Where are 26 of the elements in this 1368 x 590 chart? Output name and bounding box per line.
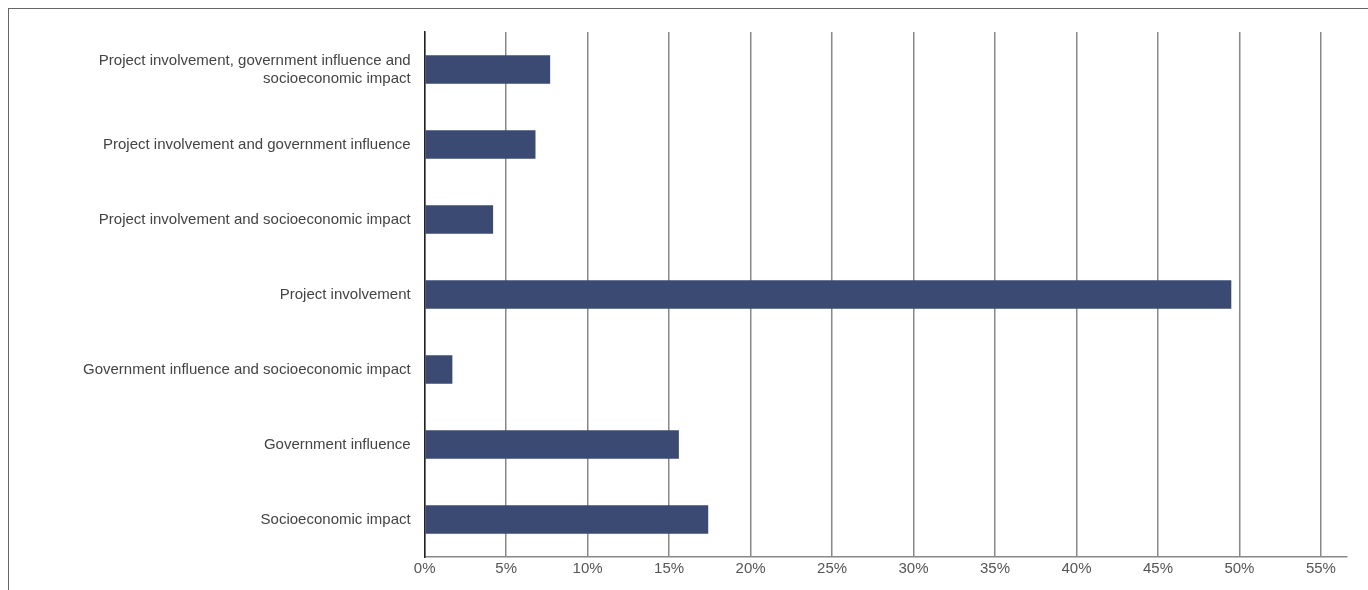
bar (425, 505, 709, 534)
y-tick-label: Government influence and socioeconomic impact (83, 359, 412, 377)
y-tick-label: Project involvement, government influence and socioeconomic impact (98, 50, 412, 86)
x-tick-label: 15% (654, 559, 685, 577)
x-tick-label: 10% (572, 559, 603, 577)
y-tick-label: Project involvement (279, 284, 412, 302)
x-tick-label: 50% (1224, 559, 1255, 577)
x-tick-label: 20% (735, 559, 766, 577)
bar (425, 130, 536, 159)
bar (425, 430, 679, 459)
x-tick-label: 30% (898, 559, 929, 577)
bar (425, 280, 1232, 309)
x-tick-label: 0% (413, 559, 436, 577)
x-tick-label: 40% (1061, 559, 1092, 577)
y-tick-label: Project involvement and socioeconomic impact (98, 209, 412, 227)
x-tick-label: 55% (1305, 559, 1336, 577)
bar (425, 55, 551, 84)
x-tick-label: 25% (817, 559, 848, 577)
x-tick-label: 5% (495, 559, 517, 577)
bar (425, 205, 494, 234)
bar (425, 355, 453, 384)
y-tick-label: Government influence (263, 434, 411, 452)
x-tick-label: 45% (1142, 559, 1173, 577)
y-tick-label: Project involvement and government influence (102, 134, 411, 152)
x-tick-label: 35% (980, 559, 1011, 577)
y-tick-label: Socioeconomic impact (260, 509, 412, 527)
